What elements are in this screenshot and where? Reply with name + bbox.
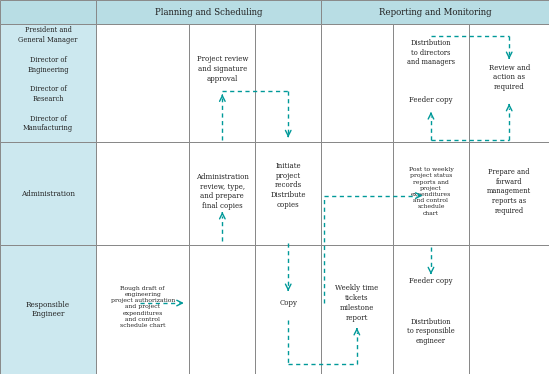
Text: Project review
and signature
approval: Project review and signature approval <box>197 55 248 83</box>
Text: Post to weekly
project status
reports and
project
expenditures
and control
sched: Post to weekly project status reports an… <box>408 167 453 216</box>
Bar <box>393 245 469 374</box>
Bar <box>189 142 255 245</box>
Bar <box>0 245 96 374</box>
Bar <box>255 245 321 374</box>
Bar <box>96 245 189 374</box>
Text: Distribution
to directors
and managers: Distribution to directors and managers <box>407 39 455 66</box>
Text: Copy: Copy <box>279 299 297 307</box>
Bar <box>321 142 393 245</box>
Bar <box>469 142 549 245</box>
Bar <box>321 24 393 142</box>
Text: Prepare and
forward
management
reports as
required: Prepare and forward management reports a… <box>487 168 531 215</box>
Text: Weekly time
tickets
milestone
report: Weekly time tickets milestone report <box>335 284 378 322</box>
Bar <box>189 245 255 374</box>
Bar <box>469 24 549 142</box>
Text: Responsible
Engineer: Responsible Engineer <box>26 301 70 318</box>
Text: Feeder copy: Feeder copy <box>409 277 453 285</box>
Text: Rough draft of
engineering
project authorization
and project
expenditures
and co: Rough draft of engineering project autho… <box>110 286 175 328</box>
Text: Administration
review, type,
and prepare
final copies: Administration review, type, and prepare… <box>196 173 249 210</box>
Text: President and
General Manager

Director of
Engineering

Director of
Research

Di: President and General Manager Director o… <box>18 27 78 132</box>
Bar <box>255 142 321 245</box>
Bar <box>96 142 189 245</box>
Text: Administration: Administration <box>21 190 75 197</box>
Bar <box>255 24 321 142</box>
Bar <box>0 0 96 24</box>
Text: Feeder copy: Feeder copy <box>409 96 453 104</box>
Text: Review and
action as
required: Review and action as required <box>489 64 530 91</box>
Bar <box>0 142 96 245</box>
Text: Reporting and Monitoring: Reporting and Monitoring <box>379 7 491 17</box>
Bar <box>321 245 393 374</box>
Bar <box>96 24 189 142</box>
Text: Initiate
project
records
Distribute
copies: Initiate project records Distribute copi… <box>271 162 306 209</box>
Bar <box>393 142 469 245</box>
Text: Distribution
to responsible
engineer: Distribution to responsible engineer <box>407 318 455 345</box>
Bar <box>469 245 549 374</box>
Text: Planning and Scheduling: Planning and Scheduling <box>155 7 262 17</box>
Bar <box>189 24 255 142</box>
Bar <box>0 24 96 142</box>
Bar <box>96 0 321 24</box>
Bar <box>321 0 549 24</box>
Bar <box>393 24 469 142</box>
